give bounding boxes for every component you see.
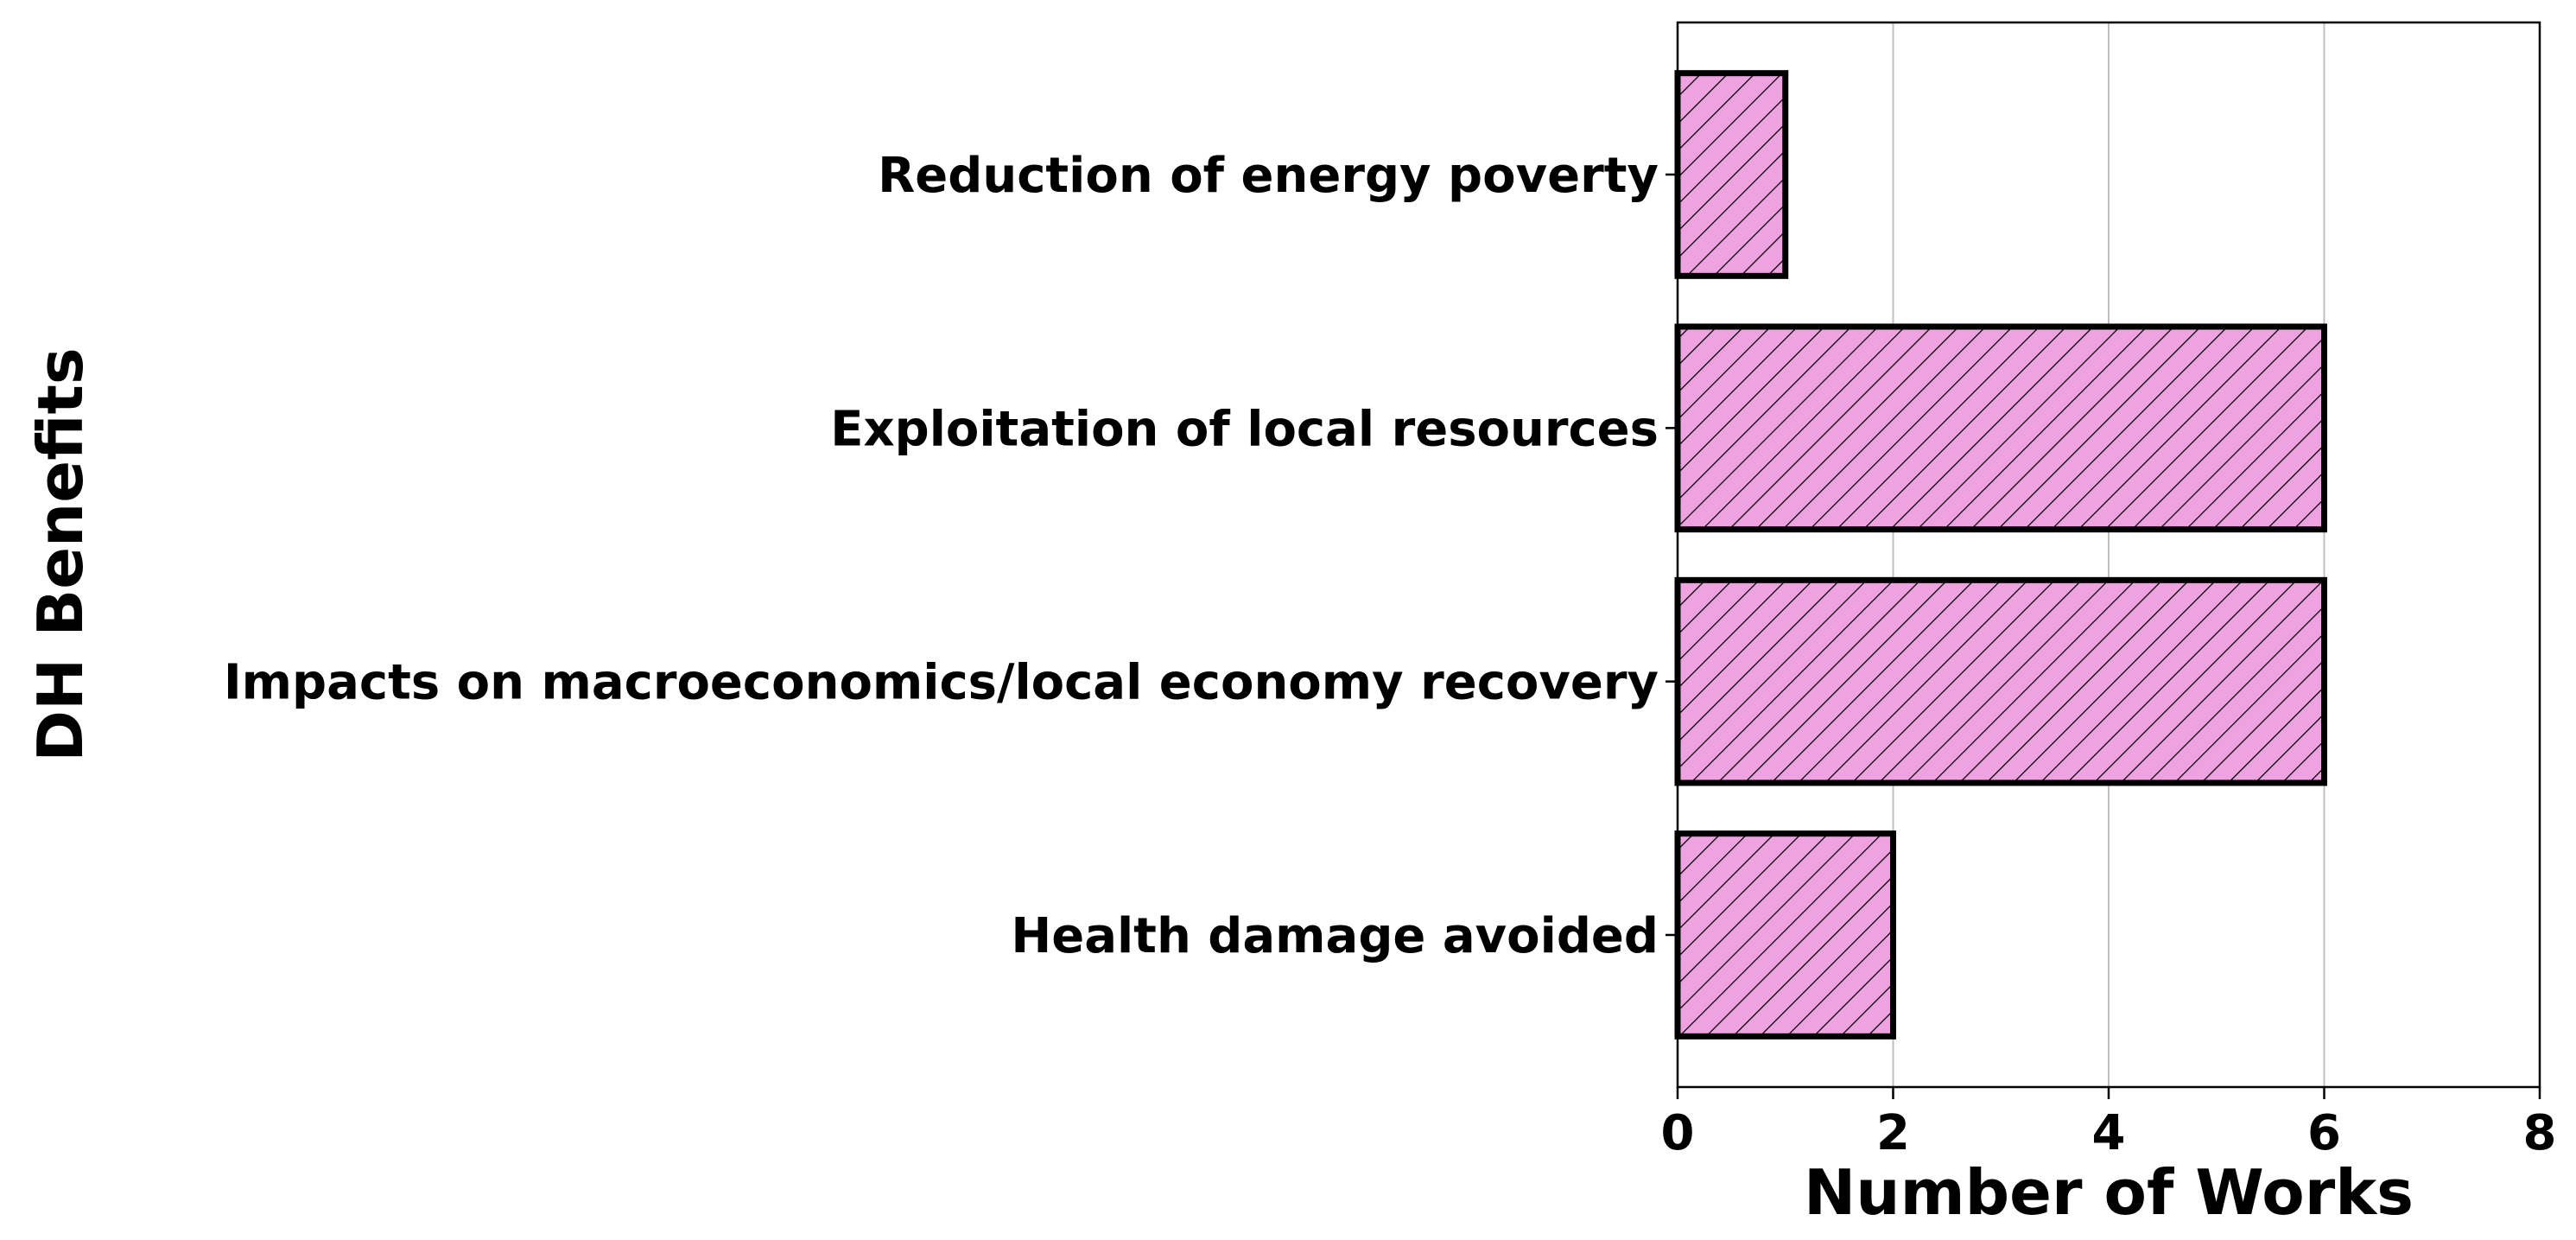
- y-tick-label: Exploitation of local resources: [830, 401, 1659, 457]
- x-tick-label: 2: [1876, 1105, 1910, 1161]
- bars: [1674, 70, 2327, 1040]
- x-tick-label: 8: [2523, 1105, 2557, 1161]
- y-tick-label: Health damage avoided: [1011, 908, 1659, 964]
- x-tick-label: 4: [2092, 1105, 2126, 1161]
- bar: [1674, 830, 1896, 1040]
- y-axis-ticks: Reduction of energy poverty Exploitation …: [224, 148, 1678, 964]
- bar: [1674, 70, 1789, 279]
- y-axis-title: DH Benefits: [24, 347, 97, 762]
- x-tick-label: 0: [1661, 1105, 1695, 1161]
- bar: [1674, 576, 2327, 786]
- y-tick-label: Reduction of energy poverty: [878, 148, 1659, 204]
- bar: [1674, 323, 2327, 533]
- x-axis-title: Number of Works: [1804, 1156, 2414, 1229]
- x-tick-label: 6: [2307, 1105, 2341, 1161]
- y-tick-label: Impacts on macroeconomics/local economy …: [224, 655, 1659, 711]
- x-axis-ticks: 0 2 4 6 8: [1661, 1087, 2557, 1161]
